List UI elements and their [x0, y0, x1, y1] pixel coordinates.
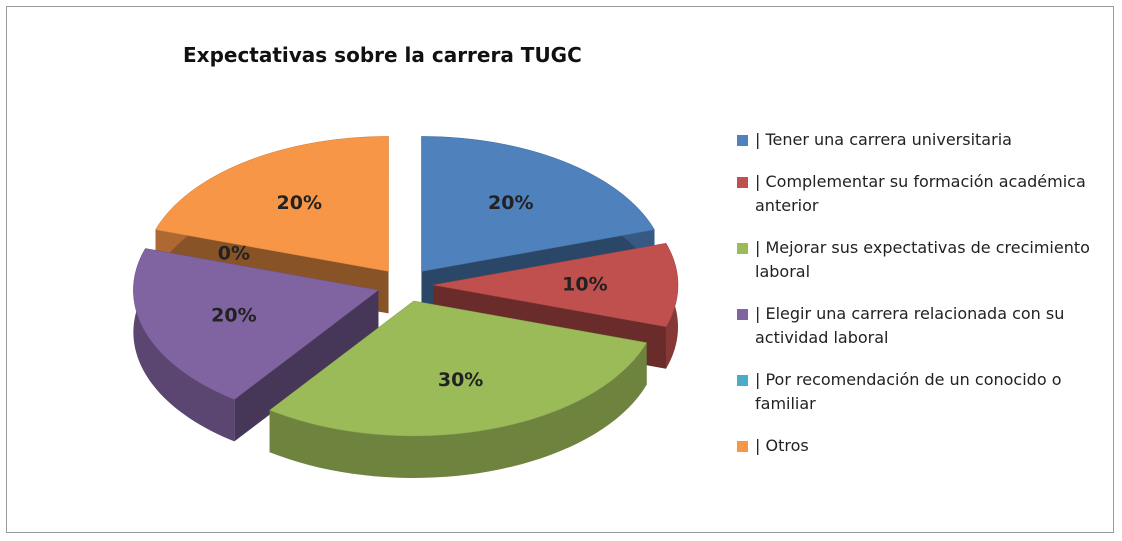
legend-swatch: [737, 243, 748, 254]
legend: | Tener una carrera universitaria | Compl…: [735, 128, 1120, 476]
legend-swatch: [737, 135, 748, 146]
chart-frame: [6, 6, 1114, 533]
data-label: 10%: [562, 274, 607, 296]
slice-side: [269, 342, 647, 478]
legend-swatch: [737, 177, 748, 188]
data-label: 20%: [211, 305, 256, 327]
legend-item: | Otros: [735, 434, 1120, 458]
data-label: 20%: [488, 192, 533, 214]
legend-swatch: [737, 309, 748, 320]
slice: [155, 136, 389, 272]
legend-swatch: [737, 441, 748, 452]
chart-title: Expectativas sobre la carrera TUGC: [183, 43, 582, 67]
slice: [269, 300, 648, 437]
legend-label: | Otros: [755, 436, 809, 455]
legend-label: | Mejorar sus expectativas de crecimient…: [755, 238, 1090, 281]
slice-side: [133, 248, 235, 442]
legend-label: | Elegir una carrera relacionada con su …: [755, 304, 1065, 347]
legend-item: | Tener una carrera universitaria: [735, 128, 1120, 152]
data-label: 0%: [218, 242, 250, 264]
data-label: 30%: [438, 369, 483, 391]
legend-label: | Complementar su formación académica an…: [755, 172, 1086, 215]
legend-label: | Por recomendación de un conocido o fam…: [755, 370, 1062, 413]
legend-item: | Mejorar sus expectativas de crecimient…: [735, 236, 1120, 284]
data-label: 20%: [277, 192, 322, 214]
legend-swatch: [737, 375, 748, 386]
slice-side: [234, 290, 379, 442]
legend-item: | Complementar su formación académica an…: [735, 170, 1120, 218]
legend-label: | Tener una carrera universitaria: [755, 130, 1012, 149]
slice: [133, 248, 379, 400]
slice: [421, 136, 655, 272]
legend-item: | Por recomendación de un conocido o fam…: [735, 368, 1120, 416]
legend-item: | Elegir una carrera relacionada con su …: [735, 302, 1120, 350]
slice: [432, 243, 679, 327]
